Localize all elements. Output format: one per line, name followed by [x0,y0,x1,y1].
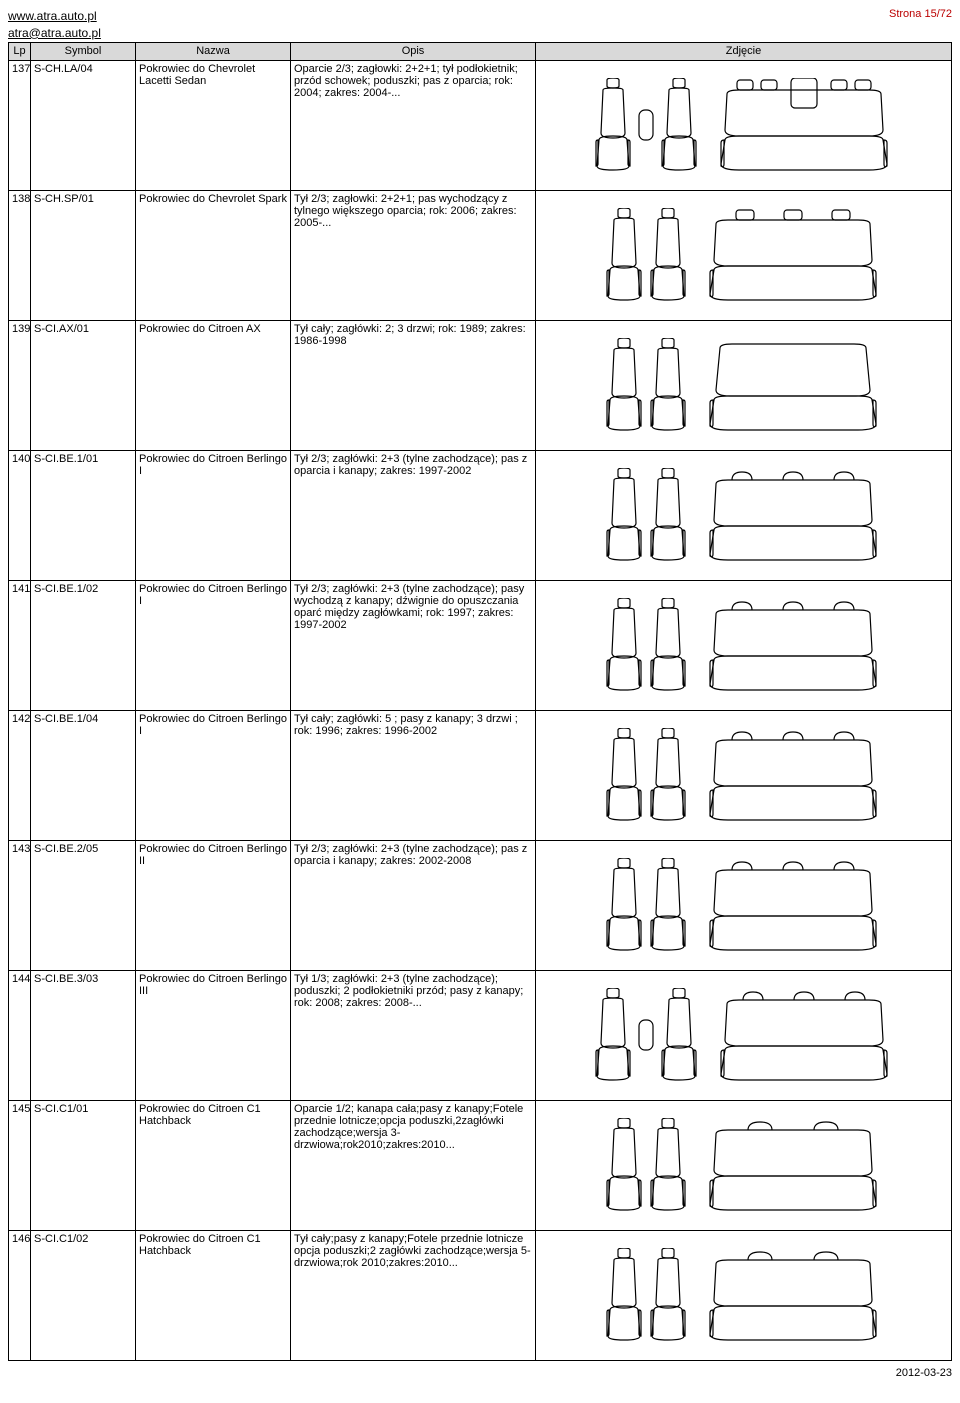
cell-lp: 138 [9,190,31,320]
rear-seat-icon [708,208,883,303]
cell-nazwa: Pokrowiec do Citroen Berlingo II [136,840,291,970]
front-seat-icon [593,78,699,173]
cell-opis: Oparcie 2/3; zagłowki: 2+2+1; tył podłok… [291,60,536,190]
table-row: 145 S-CI.C1/01 Pokrowiec do Citroen C1 H… [9,1100,952,1230]
table-row: 144 S-CI.BE.3/03 Pokrowiec do Citroen Be… [9,970,952,1100]
cell-image [536,1230,952,1360]
cell-opis: Tył cały; zagłówki: 5 ; pasy z kanapy; 3… [291,710,536,840]
table-row: 142 S-CI.BE.1/04 Pokrowiec do Citroen Be… [9,710,952,840]
rear-seat-icon [708,598,883,693]
cell-image [536,580,952,710]
cell-lp: 142 [9,710,31,840]
cell-opis: Tył 2/3; zagłówki: 2+3 (tylne zachodzące… [291,840,536,970]
cell-opis: Tył cały;pasy z kanapy;Fotele przednie l… [291,1230,536,1360]
email-link[interactable]: atra@atra.auto.pl [8,26,101,40]
rear-seat-icon [708,858,883,953]
cell-nazwa: Pokrowiec do Citroen C1 Hatchback [136,1100,291,1230]
cell-image [536,60,952,190]
cell-symbol: S-CH.LA/04 [31,60,136,190]
cell-opis: Tył cały; zagłówki: 2; 3 drzwi; rok: 198… [291,320,536,450]
site-header: www.atra.auto.pl atra@atra.auto.pl [8,8,101,42]
cell-image [536,840,952,970]
cell-image [536,970,952,1100]
col-opis: Opis [291,42,536,60]
cell-opis: Tył 2/3; zagłówki: 2+3 (tylne zachodzące… [291,580,536,710]
front-seat-icon [604,468,688,563]
cell-nazwa: Pokrowiec do Citroen AX [136,320,291,450]
cell-symbol: S-CI.BE.1/04 [31,710,136,840]
table-row: 143 S-CI.BE.2/05 Pokrowiec do Citroen Be… [9,840,952,970]
cell-lp: 141 [9,580,31,710]
footer-date: 2012-03-23 [8,1367,952,1379]
front-seat-icon [593,988,699,1083]
cell-image [536,450,952,580]
rear-seat-icon [719,988,894,1083]
cell-opis: Tył 2/3; zagłowki: 2+2+1; pas wychodzący… [291,190,536,320]
front-seat-icon [604,208,688,303]
front-seat-icon [604,728,688,823]
cell-opis: Tył 2/3; zagłówki: 2+3 (tylne zachodzące… [291,450,536,580]
cell-opis: Oparcie 1/2; kanapa cała;pasy z kanapy;F… [291,1100,536,1230]
rear-seat-icon [708,1248,883,1343]
table-row: 138 S-CH.SP/01 Pokrowiec do Chevrolet Sp… [9,190,952,320]
page-number: Strona 15/72 [889,8,952,20]
cell-lp: 144 [9,970,31,1100]
table-row: 146 S-CI.C1/02 Pokrowiec do Citroen C1 H… [9,1230,952,1360]
cell-opis: Tył 1/3; zagłówki: 2+3 (tylne zachodzące… [291,970,536,1100]
col-lp: Lp [9,42,31,60]
cell-symbol: S-CI.C1/02 [31,1230,136,1360]
table-row: 140 S-CI.BE.1/01 Pokrowiec do Citroen Be… [9,450,952,580]
cell-symbol: S-CI.BE.2/05 [31,840,136,970]
cell-nazwa: Pokrowiec do Citroen Berlingo I [136,450,291,580]
product-table: Lp Symbol Nazwa Opis Zdjęcie 137 S-CH.LA… [8,42,952,1361]
cell-lp: 146 [9,1230,31,1360]
table-row: 139 S-CI.AX/01 Pokrowiec do Citroen AX T… [9,320,952,450]
table-header-row: Lp Symbol Nazwa Opis Zdjęcie [9,42,952,60]
cell-symbol: S-CI.AX/01 [31,320,136,450]
cell-nazwa: Pokrowiec do Chevrolet Spark [136,190,291,320]
cell-lp: 139 [9,320,31,450]
col-zdjecie: Zdjęcie [536,42,952,60]
cell-image [536,190,952,320]
cell-symbol: S-CI.BE.3/03 [31,970,136,1100]
cell-nazwa: Pokrowiec do Citroen Berlingo III [136,970,291,1100]
rear-seat-icon [708,338,883,433]
cell-symbol: S-CI.C1/01 [31,1100,136,1230]
cell-symbol: S-CH.SP/01 [31,190,136,320]
front-seat-icon [604,338,688,433]
rear-seat-icon [708,728,883,823]
website-link[interactable]: www.atra.auto.pl [8,9,97,23]
cell-lp: 143 [9,840,31,970]
cell-lp: 137 [9,60,31,190]
cell-nazwa: Pokrowiec do Citroen Berlingo I [136,580,291,710]
rear-seat-icon [719,78,894,173]
cell-image [536,1100,952,1230]
front-seat-icon [604,1118,688,1213]
table-row: 141 S-CI.BE.1/02 Pokrowiec do Citroen Be… [9,580,952,710]
cell-symbol: S-CI.BE.1/01 [31,450,136,580]
cell-nazwa: Pokrowiec do Chevrolet Lacetti Sedan [136,60,291,190]
cell-lp: 140 [9,450,31,580]
col-symbol: Symbol [31,42,136,60]
cell-image [536,320,952,450]
front-seat-icon [604,598,688,693]
cell-symbol: S-CI.BE.1/02 [31,580,136,710]
cell-nazwa: Pokrowiec do Citroen C1 Hatchback [136,1230,291,1360]
cell-lp: 145 [9,1100,31,1230]
front-seat-icon [604,1248,688,1343]
rear-seat-icon [708,1118,883,1213]
cell-nazwa: Pokrowiec do Citroen Berlingo I [136,710,291,840]
rear-seat-icon [708,468,883,563]
front-seat-icon [604,858,688,953]
table-row: 137 S-CH.LA/04 Pokrowiec do Chevrolet La… [9,60,952,190]
cell-image [536,710,952,840]
col-nazwa: Nazwa [136,42,291,60]
